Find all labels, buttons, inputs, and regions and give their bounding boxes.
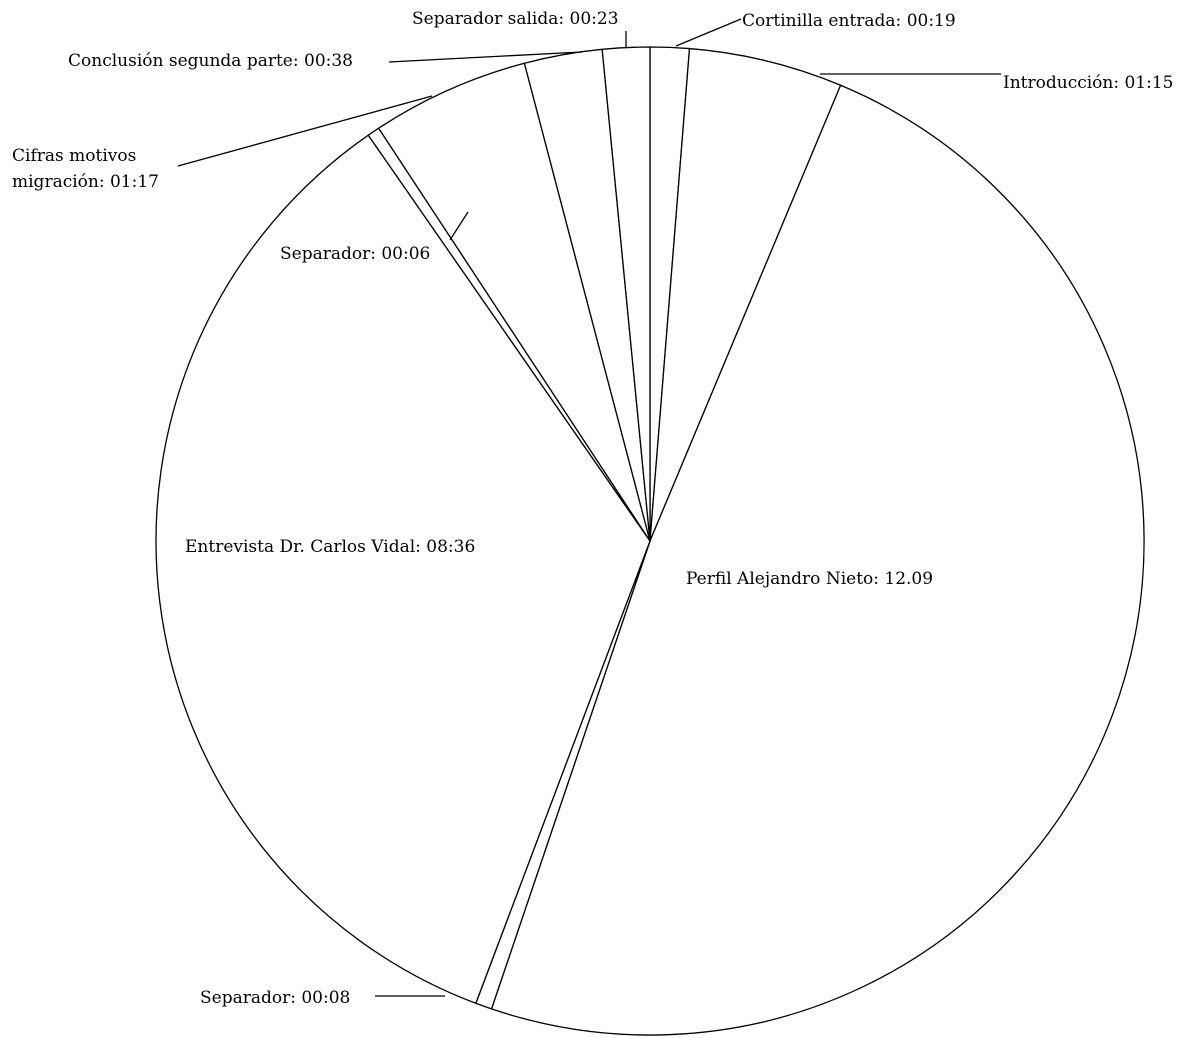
leader-line-conclusion-segunda-parte-00-38 xyxy=(388,51,583,63)
slice-label-cortinilla-entrada-00-19: Cortinilla entrada: 00:19 xyxy=(742,11,956,31)
slice-label-separador-salida-00-23: Separador salida: 00:23 xyxy=(412,9,619,29)
slice-label-perfil-alejandro-nieto-12-09: Perfil Alejandro Nieto: 12.09 xyxy=(686,569,933,589)
slice-label-separador-00-08: Separador: 00:08 xyxy=(200,988,350,1008)
slice-label-separador-00-06: Separador: 00:06 xyxy=(280,244,430,264)
leader-line-separador-00-06 xyxy=(449,211,469,241)
slice-labels: Cortinilla entrada: 00:19 Introducción: 0… xyxy=(12,9,1173,1008)
slice-label-entrevista-dr-carlos-vidal-08-36: Entrevista Dr. Carlos Vidal: 08:36 xyxy=(185,537,475,557)
slice-label-introduccion-01-15: Introducción: 01:15 xyxy=(1003,73,1173,93)
slice-label-cifras-motivos-migracion-01-17: Cifras motivos migración: 01:17 xyxy=(12,146,159,192)
slice-label-conclusion-segunda-parte-00-38: Conclusión segunda parte: 00:38 xyxy=(68,51,353,71)
pie-slice-separador-salida-00-23 xyxy=(601,46,651,542)
pie-slice-entrevista-dr-carlos-vidal-08-36 xyxy=(155,134,651,1004)
pie-slice-cifras-motivos-migracion-01-17 xyxy=(377,62,651,542)
pie-slices xyxy=(155,46,1145,1036)
pie-slice-introduccion-01-15 xyxy=(649,47,842,542)
leader-lines xyxy=(177,18,1001,997)
pie-slice-perfil-alejandro-nieto-12-09 xyxy=(490,84,1145,1036)
leader-line-cortinilla-entrada-00-19 xyxy=(675,18,742,47)
leader-line-cifras-motivos-migracion-01-17 xyxy=(177,95,433,167)
